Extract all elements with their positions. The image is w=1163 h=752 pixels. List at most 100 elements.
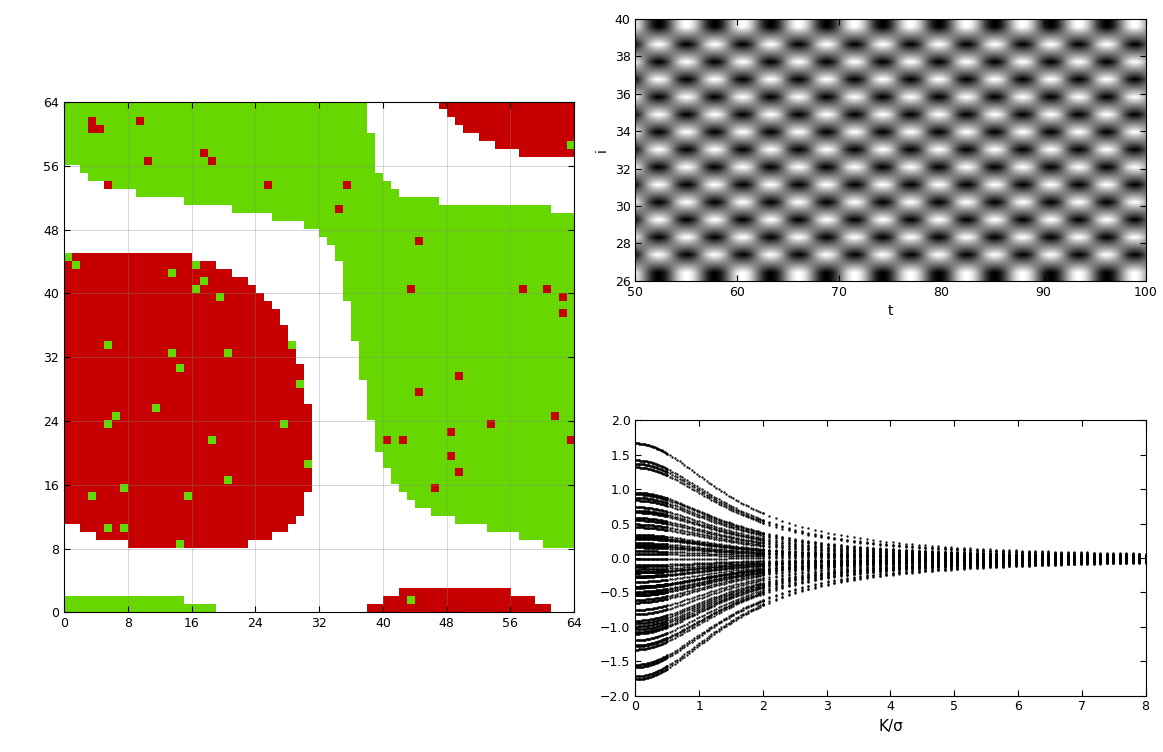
Point [725, 528, 743, 540]
Point [825, 558, 843, 570]
Point [694, 569, 713, 581]
Point [1033, 557, 1051, 569]
Point [655, 662, 673, 674]
Point [635, 502, 654, 514]
Point [1065, 551, 1084, 563]
Point [968, 553, 986, 566]
Point [642, 533, 661, 545]
Point [650, 444, 669, 456]
Point [1039, 556, 1057, 569]
Point [812, 538, 830, 550]
Point [864, 559, 883, 571]
Point [712, 540, 730, 552]
Point [657, 465, 676, 478]
Point [1091, 551, 1110, 563]
Point [692, 578, 711, 590]
Point [627, 505, 645, 517]
Point [712, 495, 730, 507]
Point [648, 636, 666, 648]
Point [987, 547, 1006, 559]
Point [1116, 552, 1135, 564]
Point [626, 494, 644, 506]
Point [700, 538, 719, 550]
Point [1078, 550, 1097, 562]
Point [629, 596, 648, 608]
Point [634, 586, 652, 598]
Point [761, 578, 779, 590]
Point [680, 501, 699, 513]
Point [629, 566, 648, 578]
Point [683, 536, 701, 548]
Point [915, 555, 934, 567]
Point [975, 554, 993, 566]
Point [651, 569, 670, 581]
Point [644, 541, 663, 553]
Point [1006, 554, 1025, 566]
Point [1136, 552, 1155, 564]
Point [725, 572, 743, 584]
Point [655, 508, 673, 520]
Point [766, 544, 785, 556]
Point [736, 530, 755, 542]
Point [948, 543, 966, 555]
Point [935, 543, 954, 555]
Point [980, 553, 999, 565]
Point [732, 594, 750, 606]
Point [654, 665, 672, 677]
Point [685, 507, 704, 519]
Point [749, 564, 768, 576]
Point [799, 554, 818, 566]
Point [719, 517, 737, 529]
Point [897, 562, 915, 575]
Point [651, 514, 670, 526]
Point [812, 572, 830, 584]
Point [648, 666, 666, 678]
Point [1104, 549, 1122, 561]
Point [870, 569, 889, 581]
Point [647, 566, 665, 578]
Point [640, 587, 658, 599]
Point [712, 560, 730, 572]
Point [654, 580, 672, 592]
Point [661, 546, 679, 558]
Point [751, 589, 770, 601]
Point [1123, 553, 1142, 566]
Point [751, 563, 770, 575]
Point [766, 562, 785, 574]
Point [630, 529, 649, 541]
Point [1091, 553, 1110, 566]
Point [672, 520, 691, 532]
Point [635, 669, 654, 681]
Point [637, 462, 656, 475]
Point [642, 522, 661, 534]
Point [884, 544, 902, 556]
Point [694, 529, 713, 541]
Point [644, 569, 663, 581]
Point [702, 544, 721, 556]
Point [658, 569, 677, 581]
Point [629, 540, 648, 552]
Point [935, 546, 954, 558]
Point [751, 581, 770, 593]
Point [980, 558, 999, 570]
Point [812, 561, 830, 573]
Point [670, 654, 688, 666]
Point [766, 558, 785, 570]
Point [700, 532, 719, 544]
Point [1129, 551, 1148, 563]
Point [650, 638, 669, 650]
Point [645, 586, 664, 598]
Point [644, 580, 663, 592]
Point [627, 438, 645, 450]
Point [678, 535, 697, 547]
Point [987, 559, 1006, 571]
Point [725, 599, 743, 611]
Point [832, 565, 850, 577]
Point [864, 542, 883, 554]
Point [1058, 556, 1077, 568]
Point [727, 533, 745, 545]
Point [948, 554, 966, 566]
Point [1123, 551, 1142, 563]
Point [656, 540, 675, 552]
Point [1026, 550, 1044, 562]
